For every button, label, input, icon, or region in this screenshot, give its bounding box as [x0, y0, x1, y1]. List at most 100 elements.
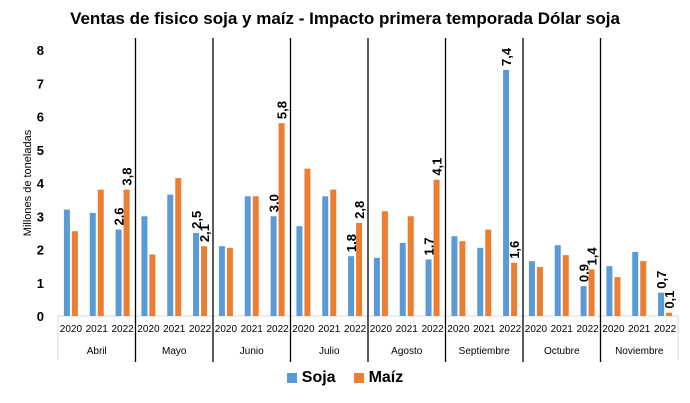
bar-soja [451, 236, 458, 316]
year-tick-label: 2020 [215, 324, 238, 335]
bar-soja [580, 286, 587, 316]
data-label: 1,6 [507, 241, 522, 259]
data-label: 1,4 [585, 247, 600, 266]
bar-maíz [149, 254, 156, 316]
year-tick-label: 2022 [499, 324, 522, 335]
group-label: Septiembre [459, 346, 511, 357]
bar-soja [167, 194, 174, 316]
year-tick-label: 2022 [576, 324, 599, 335]
data-label: 3,0 [267, 194, 282, 212]
bar-soja [89, 212, 96, 316]
bar-soja [658, 292, 665, 316]
year-tick-label: 2021 [163, 324, 186, 335]
legend: Soja Maíz [0, 369, 690, 387]
bar-maíz [511, 262, 518, 316]
year-tick-label: 2020 [447, 324, 470, 335]
year-tick-label: 2020 [60, 324, 83, 335]
legend-label-maiz: Maíz [368, 369, 404, 386]
year-tick-label: 2022 [421, 324, 444, 335]
bar-soja [218, 246, 225, 316]
data-label: 3,8 [120, 168, 135, 186]
group-label: Mayo [162, 346, 187, 357]
year-tick-label: 2020 [525, 324, 548, 335]
bar-soja [554, 245, 561, 316]
data-label: 1,7 [422, 237, 437, 255]
data-label: 2,5 [189, 211, 204, 229]
bar-maíz [356, 222, 363, 316]
data-label: 0,7 [654, 271, 669, 289]
bar-soja [348, 256, 355, 316]
bar-soja [115, 229, 122, 316]
group-label: Agosto [391, 346, 423, 357]
year-tick-label: 2022 [344, 324, 367, 335]
group-label: Noviembre [615, 346, 664, 357]
bar-soja [399, 242, 406, 316]
bar-maíz [536, 267, 543, 316]
bar-maíz [201, 246, 208, 316]
bar-maíz [304, 168, 311, 316]
bar-maíz [666, 312, 673, 316]
group-label: Junio [240, 346, 264, 357]
y-tick-label: 8 [37, 43, 44, 58]
data-label: 1,8 [344, 234, 359, 252]
y-tick-label: 3 [37, 209, 44, 224]
year-tick-label: 2020 [602, 324, 625, 335]
group-label: Julio [319, 346, 340, 357]
data-label: 2,8 [352, 201, 367, 219]
bar-soja [477, 247, 484, 316]
bar-maíz [330, 189, 337, 316]
legend-item-soja: Soja [286, 369, 336, 387]
chart-title: Ventas de fisico soja y maíz - Impacto p… [70, 9, 620, 28]
bar-maíz [278, 123, 285, 317]
y-tick-label: 7 [37, 76, 44, 91]
group-label: Octubre [544, 346, 580, 357]
year-tick-label: 2021 [628, 324, 651, 335]
year-tick-label: 2021 [241, 324, 264, 335]
year-tick-label: 2022 [266, 324, 289, 335]
bar-soja [322, 196, 329, 316]
group-label: Abril [87, 346, 107, 357]
legend-label-soja: Soja [301, 369, 336, 386]
bar-maíz [485, 229, 492, 316]
data-label: 7,4 [499, 47, 514, 66]
legend-swatch-soja [286, 373, 297, 383]
year-tick-label: 2022 [654, 324, 677, 335]
bar-maíz [175, 178, 182, 316]
bar-soja [373, 257, 380, 316]
year-tick-label: 2021 [318, 324, 341, 335]
bar-soja [606, 266, 613, 316]
data-label: 4,1 [430, 158, 445, 176]
bar-maíz [252, 196, 259, 316]
bar-maíz [459, 241, 466, 316]
year-tick-label: 2021 [551, 324, 574, 335]
bar-soja [425, 259, 432, 316]
data-label: 0,1 [662, 291, 677, 309]
data-label: 2,6 [112, 207, 127, 225]
y-tick-label: 1 [37, 276, 44, 291]
bar-maíz [123, 189, 130, 316]
year-tick-label: 2020 [370, 324, 393, 335]
bar-soja [244, 196, 251, 316]
year-tick-label: 2021 [473, 324, 496, 335]
year-tick-label: 2020 [137, 324, 160, 335]
y-axis-label: Millones de toneladas [22, 129, 34, 236]
bar-soja [141, 216, 148, 316]
bar-maíz [588, 269, 595, 316]
year-tick-label: 2022 [189, 324, 212, 335]
bar-maíz [97, 189, 104, 316]
bar-maíz [71, 231, 78, 316]
y-tick-label: 6 [37, 110, 44, 125]
legend-swatch-maiz [353, 373, 364, 383]
bar-maíz [562, 255, 569, 316]
legend-item-maiz: Maíz [353, 369, 404, 387]
bar-maíz [614, 277, 621, 316]
bar-soja [193, 232, 200, 316]
y-tick-label: 5 [37, 143, 44, 158]
bar-maíz [433, 179, 440, 316]
data-label: 0,9 [577, 264, 592, 282]
data-label: 2,1 [197, 224, 212, 242]
bar-soja [528, 261, 535, 316]
bar-soja [63, 209, 70, 316]
